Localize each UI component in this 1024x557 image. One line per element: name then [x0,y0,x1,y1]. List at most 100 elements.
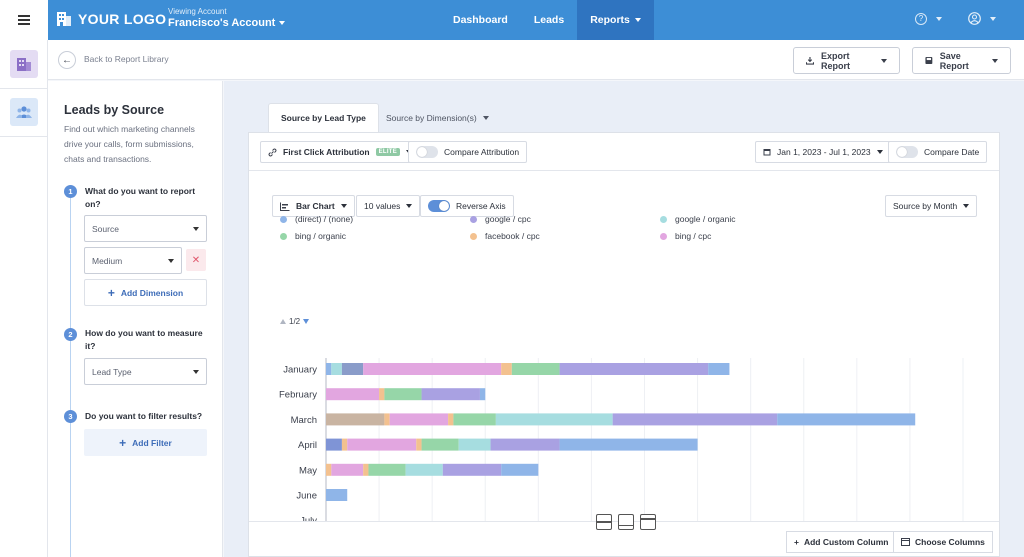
logo[interactable]: YOUR LOGO [56,11,166,27]
dimension-select-medium[interactable]: Medium [84,247,182,274]
bar-segment[interactable] [326,413,385,426]
bar-segment[interactable] [326,363,332,375]
split-view-icon[interactable] [596,514,612,530]
bar-segment[interactable] [416,438,422,451]
chart-view-icon[interactable] [618,514,634,530]
page-down-icon[interactable] [303,319,310,324]
step-question: Do you want to filter results? [85,411,203,421]
stacked-bar-chart: 0102030405060708090100110120JanuaryFebru… [279,358,964,521]
choose-columns-label: Choose Columns [915,537,985,547]
dimension-select-source[interactable]: Source [84,215,207,242]
bar-segment[interactable] [326,388,380,401]
nav-reports[interactable]: Reports [577,0,654,40]
date-range-picker[interactable]: Jan 1, 2023 - Jul 1, 2023 [755,141,891,163]
rail-reports-button[interactable] [10,50,38,78]
elite-badge: ELITE [375,148,401,156]
bar-segment[interactable] [448,413,454,426]
nav-leads[interactable]: Leads [533,14,565,26]
reverse-axis-toggle[interactable]: Reverse Axis [420,195,514,217]
add-filter-button[interactable]: + Add Filter [84,429,207,456]
bar-segment[interactable] [559,363,709,375]
bar-segment[interactable] [363,463,369,476]
bar-segment[interactable] [479,388,486,401]
toggle-switch[interactable] [416,146,438,158]
bar-segment[interactable] [368,463,406,476]
bar-segment[interactable] [384,388,422,401]
group-by-dropdown[interactable]: Source by Month [885,195,978,217]
bar-segment[interactable] [379,388,385,401]
values-count-dropdown[interactable]: 10 values [356,195,421,217]
nav-dashboard[interactable]: Dashboard [453,14,508,26]
chevron-down-icon [634,18,641,22]
bar-segment[interactable] [511,363,560,375]
bar-segment[interactable] [501,363,512,375]
legend-item[interactable]: facebook / cpc [470,231,540,241]
legend-item[interactable]: (direct) / (none) [280,214,353,224]
toggle-switch[interactable] [896,146,918,158]
bar-segment[interactable] [453,413,496,426]
bar-segment[interactable] [777,413,916,426]
legend-item[interactable]: google / cpc [470,214,531,224]
bar-segment[interactable] [341,363,364,375]
bar-segment[interactable] [331,463,364,476]
chevron-down-icon [193,369,199,374]
save-report-button[interactable]: Save Report [912,47,1011,74]
toggle-switch[interactable] [428,200,450,212]
bar-segment[interactable] [458,438,491,451]
chart-type-label: Bar Chart [296,201,335,211]
back-arrow-icon[interactable]: ← [58,51,76,69]
bar-segment[interactable] [442,463,502,476]
bar-segment[interactable] [490,438,560,451]
bar-segment[interactable] [326,438,342,451]
tab-source-by-dimensions[interactable]: Source by Dimension(s) [374,103,501,132]
bar-segment[interactable] [341,438,348,451]
compare-date-toggle[interactable]: Compare Date [888,141,988,163]
bar-segment[interactable] [326,489,348,501]
reverse-axis-label: Reverse Axis [456,201,506,211]
bar-segment[interactable] [612,413,778,426]
legend-pager[interactable]: 1/2 [280,317,310,326]
chart-type-dropdown[interactable]: Bar Chart [272,195,355,217]
y-category-label: January [283,365,317,376]
bar-segment[interactable] [501,463,539,476]
help-menu[interactable]: ? [915,12,942,25]
plus-icon: + [794,537,799,547]
attribution-label: First Click Attribution [283,147,370,157]
add-dimension-button[interactable]: + Add Dimension [84,279,207,306]
page-up-icon[interactable] [280,319,286,324]
bar-segment[interactable] [347,438,417,451]
bar-segment[interactable] [559,438,698,451]
bar-segment[interactable] [421,438,459,451]
bar-segment[interactable] [708,363,730,375]
bar-segment[interactable] [495,413,613,426]
bar-segment[interactable] [384,413,390,426]
compare-attribution-toggle[interactable]: Compare Attribution [408,141,528,163]
export-report-button[interactable]: Export Report [793,47,900,74]
account-switcher[interactable]: Viewing Account Francisco's Account [168,7,286,29]
group-by-label: Source by Month [893,201,958,211]
bar-segment[interactable] [421,388,480,401]
tab-source-by-lead-type[interactable]: Source by Lead Type [268,103,379,132]
chevron-down-icon [193,226,199,231]
step-number: 2 [64,328,77,341]
rail-users-button[interactable] [10,98,38,126]
table-view-icon[interactable] [640,514,656,530]
bar-segment[interactable] [326,463,332,476]
user-menu[interactable] [968,12,996,25]
bar-segment[interactable] [405,463,443,476]
add-custom-column-button[interactable]: + Add Custom Column [786,531,897,553]
attribution-dropdown[interactable]: First Click Attribution ELITE [260,141,421,163]
legend-item[interactable]: bing / cpc [660,231,711,241]
choose-columns-button[interactable]: Choose Columns [893,531,993,553]
back-to-library-link[interactable]: Back to Report Library [84,54,169,64]
bar-segment[interactable] [363,363,502,375]
remove-dimension-button[interactable]: ✕ [186,249,206,271]
legend-swatch [280,232,287,240]
legend-item[interactable]: bing / organic [280,231,346,241]
bar-segment[interactable] [331,363,342,375]
legend-item[interactable]: google / organic [660,214,736,224]
menu-icon[interactable] [0,0,48,40]
top-bar: YOUR LOGO Viewing Account Francisco's Ac… [0,0,1024,40]
measure-select[interactable]: Lead Type [84,358,207,385]
bar-segment[interactable] [389,413,449,426]
